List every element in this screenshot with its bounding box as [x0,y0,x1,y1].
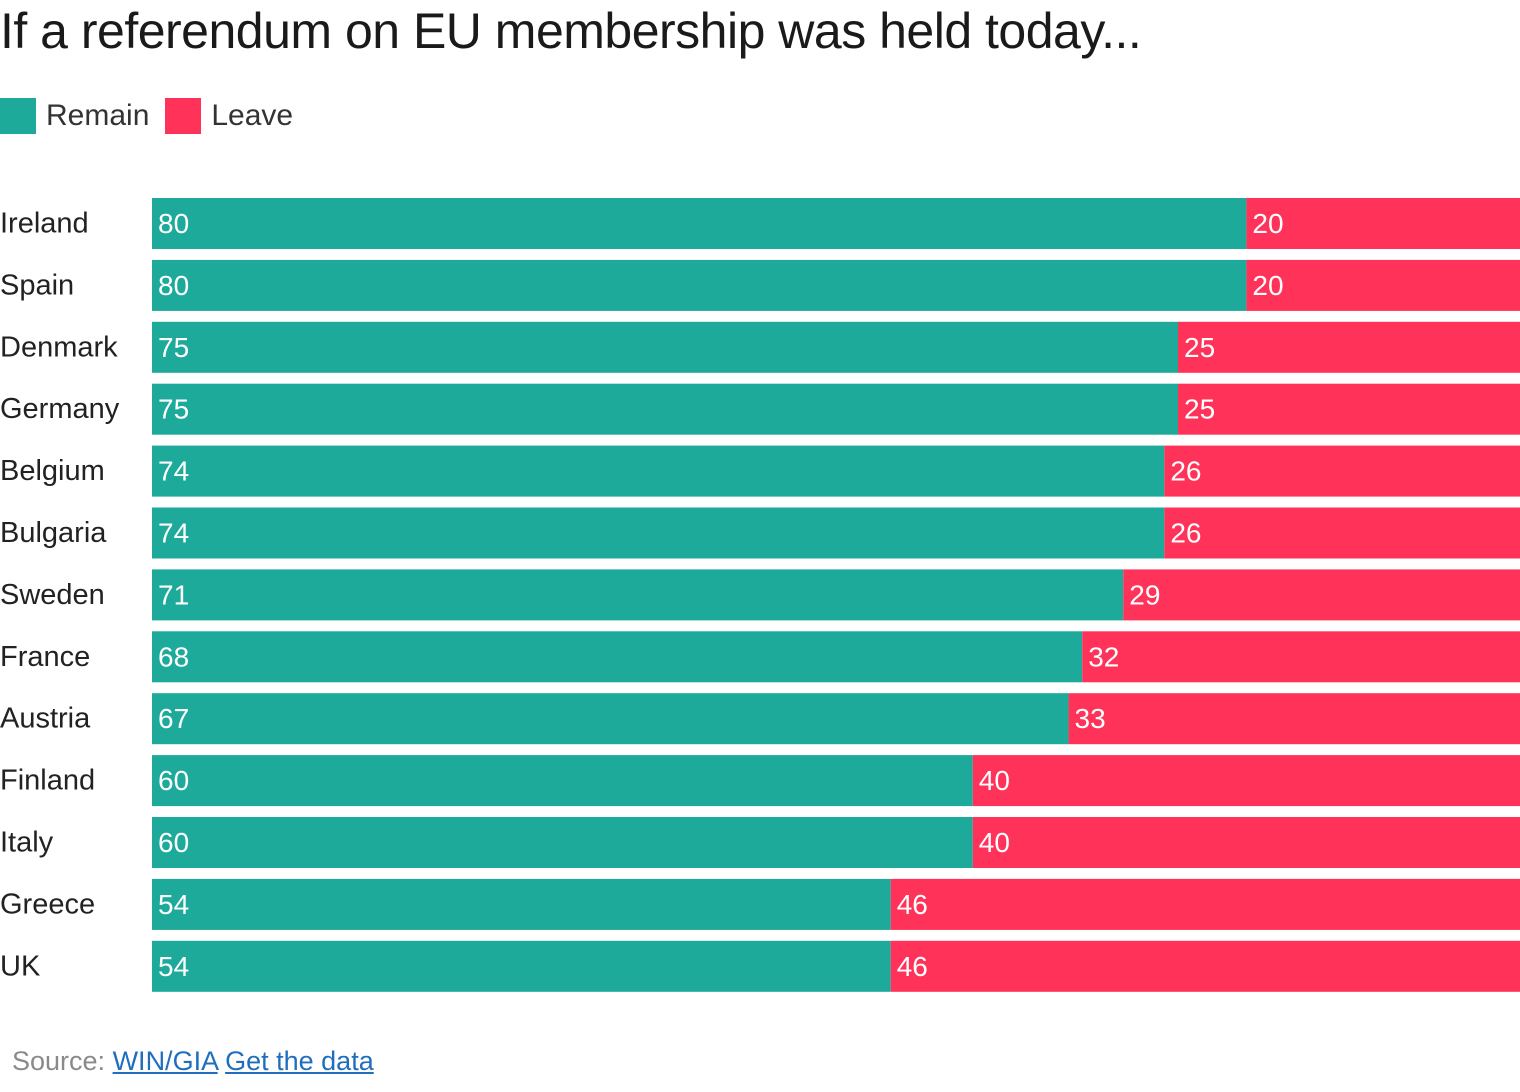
category-label-bulgaria: Bulgaria [0,517,107,549]
value-label-leave-france: 32 [1088,641,1119,672]
bar-remain-germany [152,383,1178,435]
bar-remain-ireland [152,198,1247,249]
bar-remain-spain [152,259,1247,311]
bar-remain-sweden [152,569,1124,621]
category-label-germany: Germany [0,393,120,425]
value-label-remain-finland: 60 [158,765,189,796]
value-label-leave-greece: 46 [897,889,928,920]
value-label-remain-belgium: 74 [158,456,189,487]
bar-remain-france [152,631,1083,683]
source-line: Source: WIN/GIA Get the data [12,1046,374,1077]
value-label-leave-denmark: 25 [1184,332,1215,363]
value-label-leave-germany: 25 [1184,394,1215,425]
bar-leave-uk [890,940,1520,992]
value-label-leave-spain: 20 [1252,270,1283,301]
category-label-spain: Spain [0,269,74,301]
value-label-remain-germany: 75 [158,394,189,425]
legend-label-leave: Leave [211,99,294,132]
chart-title: If a referendum on EU membership was hel… [0,3,1142,59]
category-label-uk: UK [0,950,41,982]
legend-item-remain: Remain [0,98,149,134]
value-label-remain-sweden: 71 [158,579,189,610]
bar-leave-france [1082,631,1520,683]
value-label-remain-ireland: 80 [158,208,189,239]
value-label-remain-denmark: 75 [158,332,189,363]
source-prefix: Source: [12,1046,106,1076]
category-label-austria: Austria [0,703,91,735]
bar-leave-finland [972,755,1520,807]
value-label-remain-austria: 67 [158,703,189,734]
bar-leave-spain [1246,259,1520,311]
legend: Remain Leave [0,98,309,134]
bar-remain-greece [152,878,891,930]
category-label-ireland: Ireland [0,208,89,240]
bar-leave-italy [972,817,1520,868]
legend-swatch-leave [165,98,202,134]
value-label-leave-bulgaria: 26 [1170,518,1201,549]
value-label-leave-finland: 40 [979,765,1010,796]
bar-leave-ireland [1246,198,1520,249]
value-label-leave-uk: 46 [897,951,928,982]
value-label-leave-italy: 40 [979,827,1010,858]
stacked-bar-chart: Ireland 80 20 Spain 80 20 Denmark 75 25 Germany 75… [0,198,1520,992]
bar-remain-bulgaria [152,507,1165,559]
category-label-greece: Greece [0,888,95,920]
value-label-leave-sweden: 29 [1129,579,1160,610]
bar-leave-belgium [1164,445,1520,497]
bar-remain-italy [152,817,973,868]
category-label-france: France [0,641,90,673]
bar-leave-germany [1178,383,1520,435]
value-label-leave-austria: 33 [1075,703,1106,734]
bar-leave-austria [1068,693,1520,745]
bar-remain-belgium [152,445,1165,497]
value-label-leave-ireland: 20 [1252,208,1283,239]
legend-swatch-remain [0,98,36,134]
category-label-belgium: Belgium [0,455,105,487]
value-label-remain-italy: 60 [158,827,189,858]
value-label-remain-spain: 80 [158,270,189,301]
bar-leave-greece [890,878,1520,930]
bar-remain-denmark [152,321,1178,373]
category-label-finland: Finland [0,765,95,797]
bar-remain-austria [152,693,1069,745]
category-label-denmark: Denmark [0,331,118,363]
value-label-remain-uk: 54 [158,951,189,982]
bar-remain-finland [152,755,973,807]
bar-remain-uk [152,940,891,992]
value-label-leave-belgium: 26 [1170,456,1201,487]
bar-leave-sweden [1123,569,1520,621]
category-label-sweden: Sweden [0,579,105,611]
value-label-remain-france: 68 [158,641,189,672]
source-link[interactable]: WIN/GIA [112,1046,218,1076]
bar-leave-denmark [1178,321,1520,373]
bar-leave-bulgaria [1164,507,1520,559]
legend-item-leave: Leave [165,98,293,134]
value-label-remain-bulgaria: 74 [158,518,189,549]
category-label-italy: Italy [0,827,54,859]
legend-label-remain: Remain [46,99,150,132]
value-label-remain-greece: 54 [158,889,189,920]
get-the-data-link[interactable]: Get the data [225,1046,374,1076]
